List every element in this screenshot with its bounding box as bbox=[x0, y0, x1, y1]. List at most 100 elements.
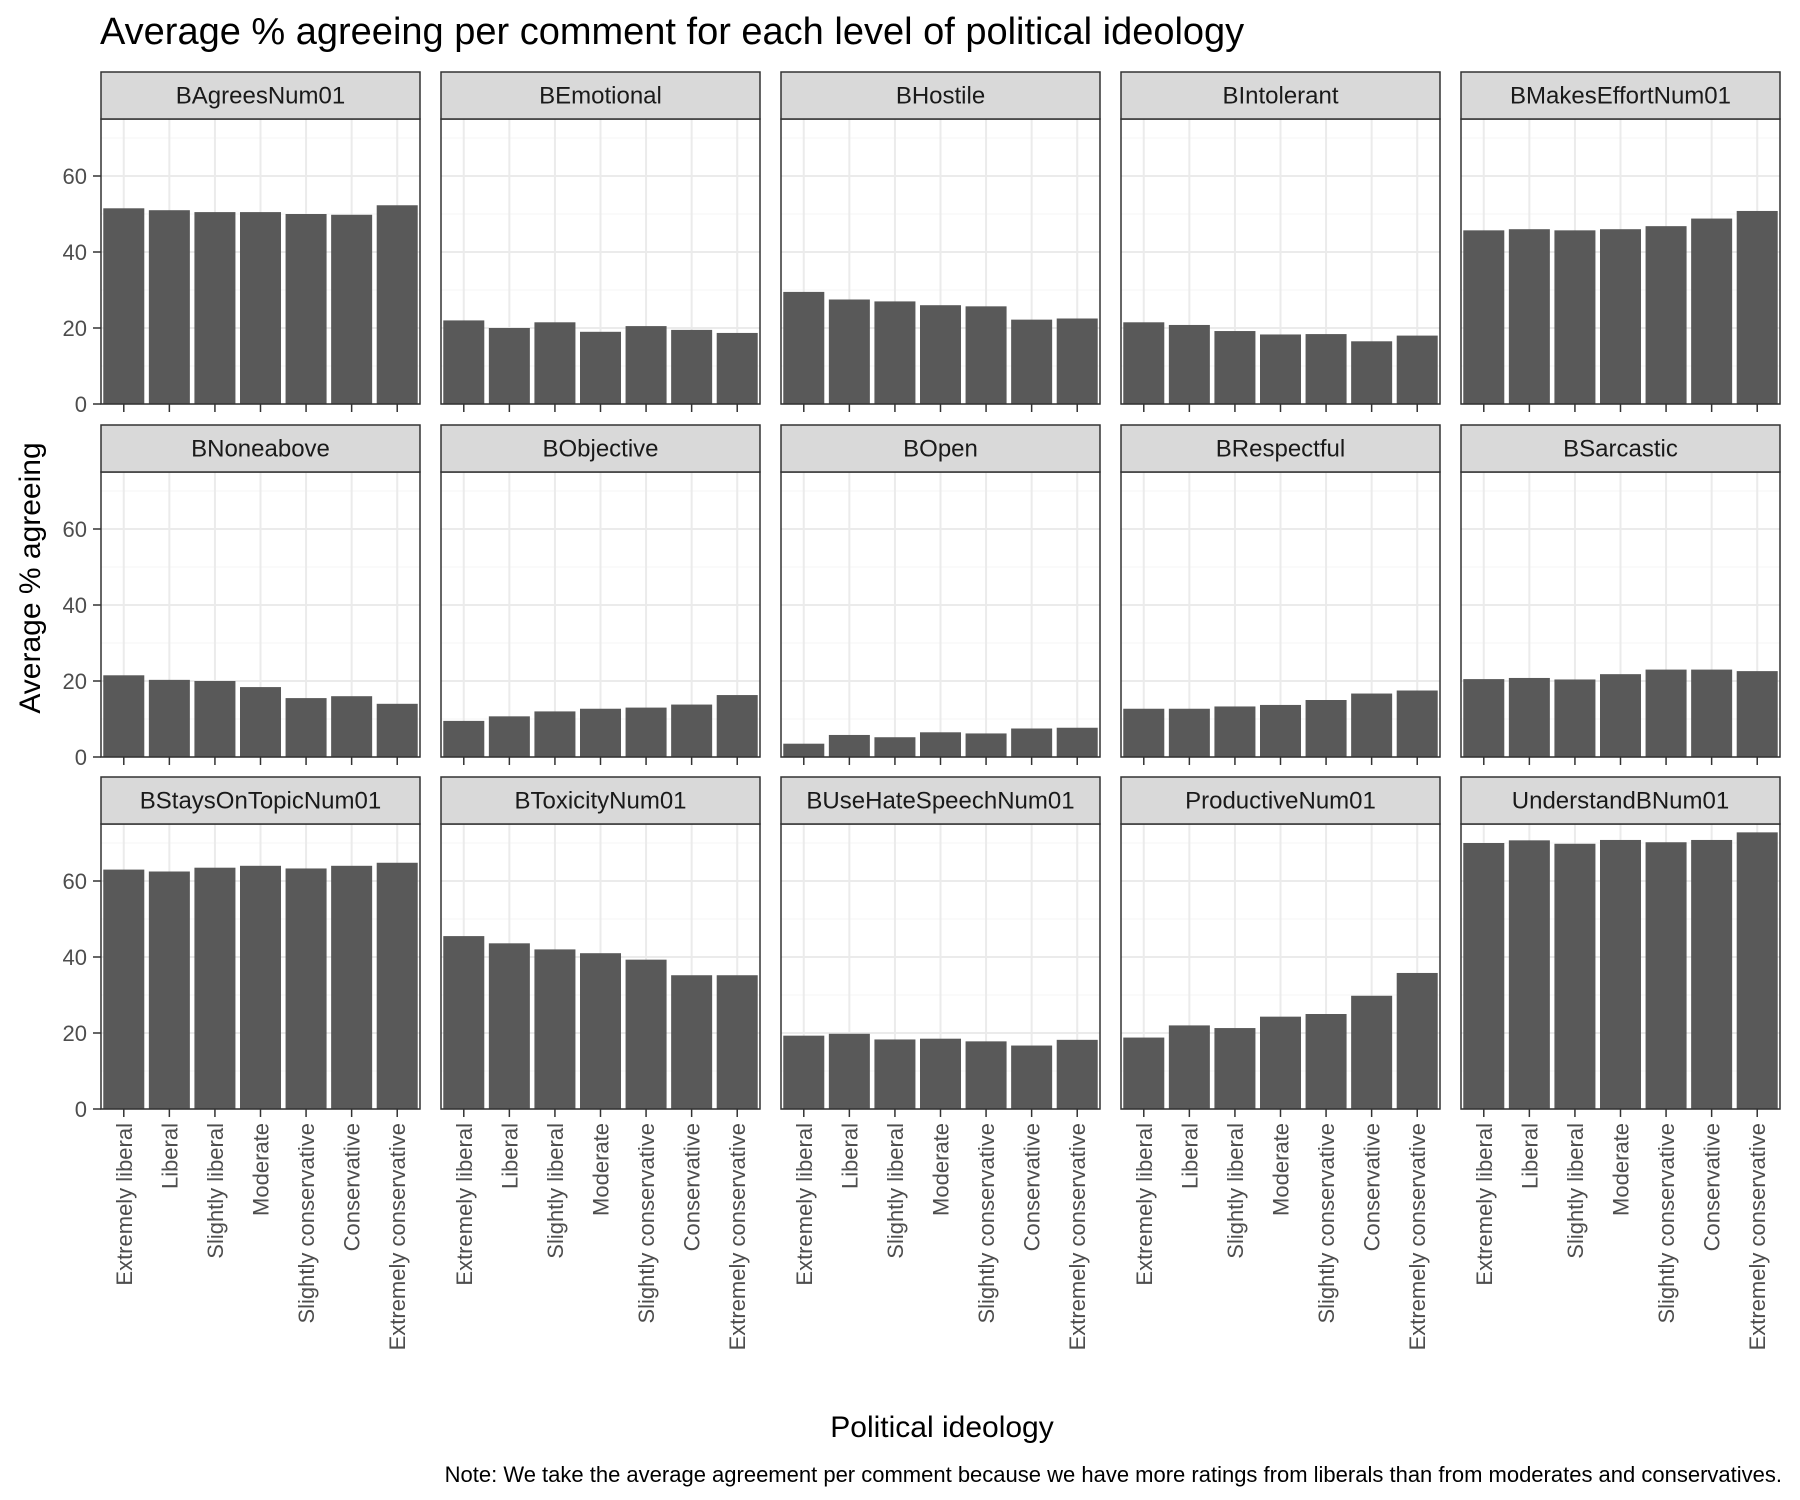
bar-bobjective-slightly-conservative bbox=[625, 707, 667, 757]
bar-bhostile-extremely-conservative bbox=[1056, 318, 1098, 404]
bar-btoxicitynum01-conservative bbox=[671, 975, 713, 1109]
facet-strip bbox=[440, 71, 761, 120]
x-tick-label: Conservative bbox=[680, 1123, 705, 1251]
bar-bagreesnum01-extremely-conservative bbox=[376, 205, 418, 404]
x-tick-label: Slightly conservative bbox=[294, 1123, 319, 1324]
x-tick-label: Moderate bbox=[1269, 1123, 1294, 1216]
facet-label: BRespectful bbox=[1216, 436, 1345, 463]
bar-bmakeseffortnum01-moderate bbox=[1599, 229, 1642, 404]
bar-brespectful-extremely-conservative bbox=[1396, 690, 1438, 757]
facet-bobjective: BObjective bbox=[440, 424, 761, 765]
x-tick-label: Conservative bbox=[340, 1123, 365, 1251]
facet-bsarcastic: BSarcastic bbox=[1460, 424, 1781, 765]
bar-bstaysontopicnum01-slightly-liberal bbox=[194, 867, 236, 1109]
bar-bintolerant-extremely-liberal bbox=[1123, 322, 1165, 404]
bar-bmakeseffortnum01-extremely-liberal bbox=[1463, 230, 1505, 404]
y-tick-label: 20 bbox=[63, 1021, 87, 1046]
facet-strip bbox=[780, 424, 1101, 473]
bar-understandbnum01-liberal bbox=[1508, 840, 1550, 1109]
bar-btoxicitynum01-slightly-conservative bbox=[625, 959, 667, 1109]
y-tick-label: 60 bbox=[63, 164, 87, 189]
x-tick-label: Extremely conservative bbox=[1745, 1123, 1770, 1350]
x-tick-label: Liberal bbox=[1177, 1123, 1202, 1189]
bar-bsarcastic-conservative bbox=[1691, 669, 1733, 757]
facet-productivenum01: ProductiveNum01 Extremely liberal Liberal S… bbox=[1120, 776, 1441, 1350]
bar-brespectful-conservative bbox=[1351, 693, 1393, 757]
bar-bemotional-extremely-conservative bbox=[716, 332, 758, 404]
bar-bmakeseffortnum01-conservative bbox=[1691, 218, 1733, 404]
bar-bemotional-slightly-liberal bbox=[534, 322, 576, 404]
facet-bstaysontopicnum01: BStaysOnTopicNum01 0 20 40 60 Extremely liber… bbox=[63, 776, 421, 1350]
bar-brespectful-slightly-liberal bbox=[1214, 706, 1256, 757]
bar-bagreesnum01-liberal bbox=[148, 210, 190, 404]
x-tick-label: Liberal bbox=[497, 1123, 522, 1189]
bar-bobjective-liberal bbox=[488, 716, 530, 757]
chart-caption: Note: We take the average agreement per … bbox=[445, 1462, 1782, 1487]
bar-bobjective-slightly-liberal bbox=[534, 711, 576, 757]
bar-busehatespeechnum01-liberal bbox=[828, 1033, 870, 1109]
x-tick-label: Extremely conservative bbox=[1065, 1123, 1090, 1350]
bar-busehatespeechnum01-extremely-liberal bbox=[783, 1035, 825, 1109]
facet-strip bbox=[440, 776, 761, 825]
facet-label: BMakesEffortNum01 bbox=[1510, 83, 1731, 110]
bar-bnoneabove-extremely-conservative bbox=[376, 703, 418, 757]
facet-strip bbox=[780, 776, 1101, 825]
bar-bopen-slightly-liberal bbox=[874, 737, 916, 757]
bar-busehatespeechnum01-slightly-conservative bbox=[965, 1041, 1007, 1109]
bar-bnoneabove-moderate bbox=[239, 687, 282, 757]
facet-strip bbox=[100, 776, 421, 825]
x-tick-label: Slightly liberal bbox=[203, 1123, 228, 1259]
bar-bmakeseffortnum01-liberal bbox=[1508, 229, 1550, 404]
bar-bstaysontopicnum01-liberal bbox=[148, 871, 190, 1109]
bar-productivenum01-conservative bbox=[1351, 995, 1393, 1109]
bar-btoxicitynum01-extremely-conservative bbox=[716, 975, 758, 1109]
facet-label: BObjective bbox=[542, 436, 658, 463]
facet-strip bbox=[1460, 776, 1781, 825]
facet-strip bbox=[1120, 424, 1441, 473]
x-tick-label: Slightly liberal bbox=[1223, 1123, 1248, 1259]
bar-understandbnum01-extremely-conservative bbox=[1736, 832, 1778, 1109]
facet-label: UnderstandBNum01 bbox=[1512, 788, 1729, 815]
facet-panels: BAgreesNum01 0 20 40 60 BEmotional BHostile BIn… bbox=[63, 71, 1781, 1350]
facet-strip bbox=[100, 424, 421, 473]
bar-productivenum01-extremely-liberal bbox=[1123, 1037, 1165, 1109]
y-tick-label: 60 bbox=[63, 517, 87, 542]
y-tick-label: 40 bbox=[63, 240, 87, 265]
bar-bintolerant-conservative bbox=[1351, 341, 1393, 404]
facet-label: BOpen bbox=[903, 436, 978, 463]
facet-bintolerant: BIntolerant bbox=[1120, 71, 1441, 412]
x-tick-label: Conservative bbox=[1360, 1123, 1385, 1251]
facet-strip bbox=[1120, 776, 1441, 825]
bar-understandbnum01-slightly-liberal bbox=[1554, 843, 1596, 1109]
facet-strip bbox=[1460, 424, 1781, 473]
x-tick-label: Extremely conservative bbox=[385, 1123, 410, 1350]
bar-btoxicitynum01-slightly-liberal bbox=[534, 949, 576, 1109]
x-tick-label: Slightly conservative bbox=[1654, 1123, 1679, 1324]
bar-bagreesnum01-moderate bbox=[239, 212, 282, 404]
bar-understandbnum01-moderate bbox=[1599, 839, 1642, 1109]
bar-bhostile-extremely-liberal bbox=[783, 291, 825, 404]
bar-bintolerant-slightly-conservative bbox=[1305, 334, 1347, 404]
bar-bobjective-extremely-liberal bbox=[443, 720, 485, 757]
bar-bsarcastic-moderate bbox=[1599, 674, 1642, 757]
bar-bopen-extremely-liberal bbox=[783, 743, 825, 757]
bar-bsarcastic-extremely-liberal bbox=[1463, 679, 1505, 757]
facet-label: BToxicityNum01 bbox=[514, 788, 686, 815]
bar-bsarcastic-extremely-conservative bbox=[1736, 671, 1778, 757]
bar-bhostile-moderate bbox=[919, 305, 962, 404]
facet-bemotional: BEmotional bbox=[440, 71, 761, 412]
bar-bemotional-slightly-conservative bbox=[625, 326, 667, 404]
y-tick-label: 0 bbox=[75, 745, 87, 770]
bar-bobjective-moderate bbox=[579, 708, 622, 757]
bar-productivenum01-extremely-conservative bbox=[1396, 972, 1438, 1109]
bar-btoxicitynum01-extremely-liberal bbox=[443, 936, 485, 1109]
x-tick-label: Extremely conservative bbox=[725, 1123, 750, 1350]
facet-strip bbox=[1120, 71, 1441, 120]
bar-busehatespeechnum01-conservative bbox=[1011, 1045, 1053, 1109]
bar-understandbnum01-extremely-liberal bbox=[1463, 843, 1505, 1109]
x-tick-label: Slightly conservative bbox=[634, 1123, 659, 1324]
bar-bagreesnum01-slightly-conservative bbox=[285, 214, 327, 404]
bar-bemotional-conservative bbox=[671, 329, 713, 404]
facet-understandbnum01: UnderstandBNum01 Extremely liberal Liberal… bbox=[1460, 776, 1781, 1350]
